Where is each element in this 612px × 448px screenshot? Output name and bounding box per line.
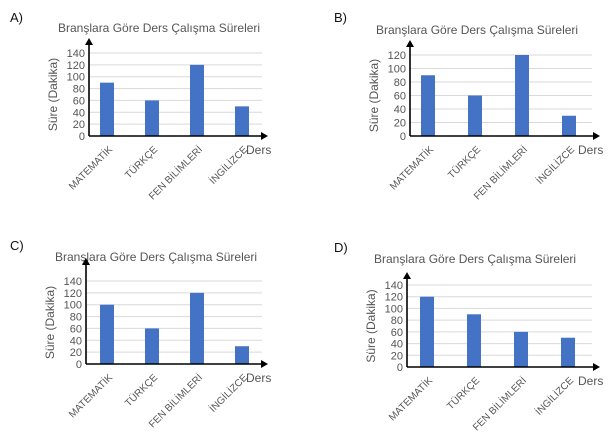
- y-axis-arrow-icon: [403, 272, 411, 279]
- chart-d: D) Branşlara Göre Ders Çalışma Süreleri 02…: [334, 240, 603, 433]
- y-axis-label: Süre (Dakika): [367, 59, 381, 132]
- y-tick-label: 0: [397, 362, 403, 374]
- y-tick-label: 100: [385, 303, 403, 315]
- y-tick-label: 20: [73, 119, 85, 131]
- y-tick-label: 80: [394, 77, 406, 89]
- bar-4: [235, 346, 249, 364]
- y-tick-label: 40: [394, 104, 406, 116]
- bar-3: [514, 331, 528, 367]
- bar-1: [420, 296, 434, 367]
- y-tick-label: 0: [400, 131, 406, 143]
- y-axis-arrow-icon: [85, 38, 93, 45]
- x-category-label: MATEMATİK: [66, 143, 116, 193]
- x-category-label: MATEMATİK: [66, 371, 116, 421]
- y-tick-label: 100: [388, 64, 406, 76]
- x-category-label: İNGİLİZCE: [206, 371, 250, 415]
- chart-title: Branşlara Göre Ders Çalışma Süreleri: [55, 250, 257, 264]
- y-axis-arrow-icon: [82, 258, 90, 265]
- y-tick-label: 40: [70, 335, 82, 347]
- x-axis-arrow-icon: [261, 132, 268, 140]
- option-label: A): [10, 10, 23, 25]
- y-tick-label: 140: [64, 276, 82, 288]
- y-tick-label: 100: [64, 300, 82, 312]
- y-tick-label: 40: [391, 339, 403, 351]
- x-axis-arrow-icon: [593, 132, 600, 140]
- bar-3: [190, 292, 204, 364]
- y-axis-label: Süre (Dakika): [43, 286, 57, 359]
- y-tick-label: 80: [391, 315, 403, 327]
- y-tick-label: 0: [76, 359, 82, 371]
- chart-title: Branşlara Göre Ders Çalışma Süreleri: [374, 252, 576, 266]
- x-category-label: TÜRKÇE: [446, 143, 484, 181]
- y-axis-arrow-icon: [406, 40, 414, 47]
- x-axis-arrow-icon: [261, 360, 268, 368]
- bar-3: [515, 55, 529, 136]
- bar-3: [190, 64, 204, 136]
- y-tick-label: 140: [67, 48, 85, 60]
- bar-2: [145, 100, 159, 136]
- y-tick-label: 120: [64, 288, 82, 300]
- y-tick-label: 80: [70, 312, 82, 324]
- y-tick-label: 120: [385, 292, 403, 304]
- y-tick-label: 80: [73, 84, 85, 96]
- bar-2: [468, 95, 482, 136]
- x-category-label: İNGİLİZCE: [206, 143, 250, 187]
- y-axis-label: Süre (Dakika): [46, 58, 60, 131]
- x-category-label: İNGİLİZCE: [533, 143, 577, 187]
- chart-b: B) Branşlara Göre Ders Çalışma Süreleri 02…: [334, 10, 603, 202]
- bar-2: [467, 314, 481, 367]
- y-tick-label: 120: [67, 60, 85, 72]
- chart-c: C) Branşlara Göre Ders Çalışma Süreleri 02…: [10, 238, 271, 430]
- x-axis-label: Ders: [246, 143, 271, 157]
- bar-4: [235, 106, 249, 136]
- x-axis-label: Ders: [578, 143, 603, 157]
- y-tick-label: 60: [70, 323, 82, 335]
- bar-4: [561, 337, 575, 367]
- y-tick-label: 0: [79, 131, 85, 143]
- chart-title: Branşlara Göre Ders Çalışma Süreleri: [376, 23, 578, 37]
- x-axis-label: Ders: [246, 371, 271, 385]
- y-tick-label: 20: [70, 347, 82, 359]
- y-tick-label: 60: [73, 95, 85, 107]
- option-label: B): [334, 10, 347, 25]
- x-category-label: MATEMATİK: [386, 374, 436, 424]
- x-axis-arrow-icon: [593, 363, 600, 371]
- y-axis-label: Süre (Dakika): [364, 289, 378, 362]
- chart-title: Branşlara Göre Ders Çalışma Süreleri: [58, 21, 260, 35]
- x-category-label: TÜRKÇE: [123, 143, 161, 181]
- x-category-label: TÜRKÇE: [445, 374, 483, 412]
- y-tick-label: 60: [394, 91, 406, 103]
- x-axis-label: Ders: [578, 374, 603, 388]
- option-label: C): [10, 238, 24, 253]
- y-tick-label: 100: [67, 72, 85, 84]
- x-category-label: İNGİLİZCE: [532, 374, 576, 418]
- option-label: D): [334, 240, 348, 255]
- bar-1: [421, 75, 435, 136]
- y-tick-label: 20: [391, 350, 403, 362]
- y-tick-label: 120: [388, 50, 406, 62]
- bar-1: [100, 82, 114, 136]
- bar-2: [145, 328, 159, 364]
- y-tick-label: 60: [391, 327, 403, 339]
- bar-4: [562, 115, 576, 136]
- x-category-label: TÜRKÇE: [123, 371, 161, 409]
- chart-a: A) Branşlara Göre Ders Çalışma Süreleri 02…: [10, 10, 271, 202]
- y-tick-label: 20: [394, 118, 406, 130]
- y-tick-label: 140: [385, 280, 403, 292]
- y-tick-label: 40: [73, 107, 85, 119]
- bar-1: [100, 304, 114, 364]
- x-category-label: MATEMATİK: [387, 143, 437, 193]
